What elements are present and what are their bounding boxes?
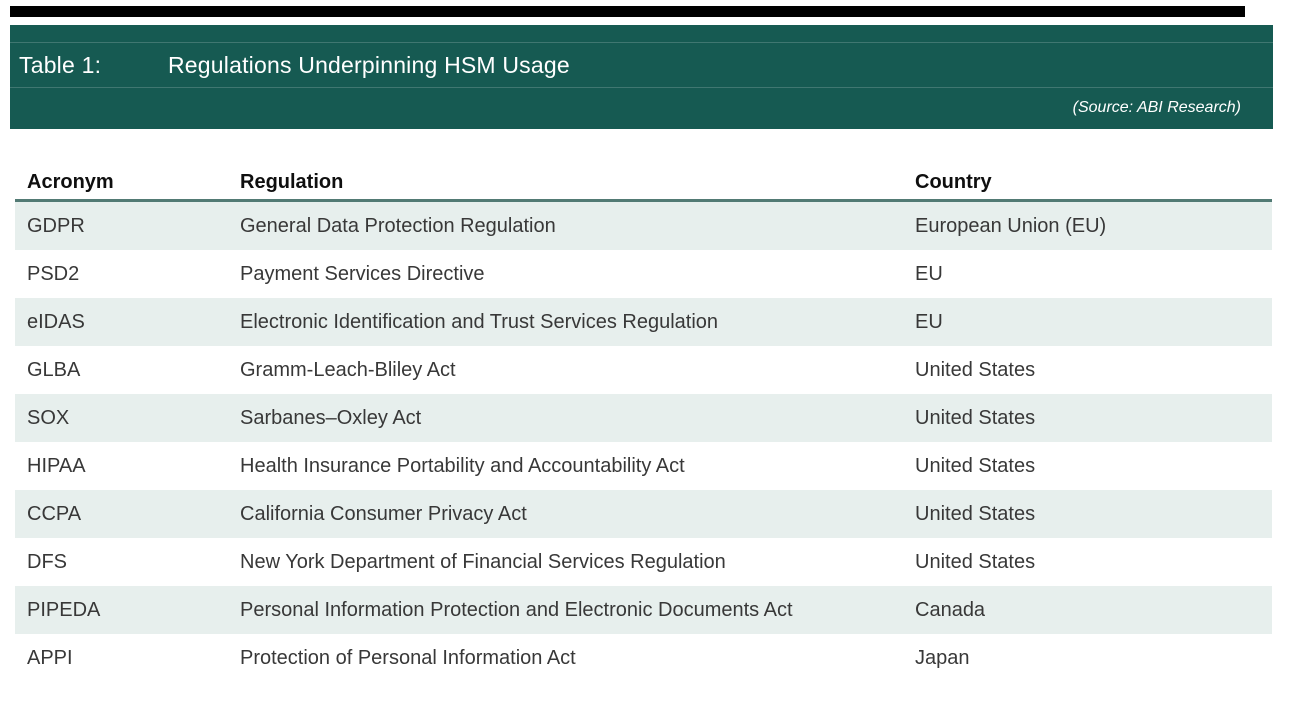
regulations-table: Acronym Regulation Country GDPR General … bbox=[15, 166, 1272, 682]
table-row: eIDAS Electronic Identification and Trus… bbox=[15, 298, 1272, 346]
column-header-acronym: Acronym bbox=[27, 171, 114, 193]
cell-country: United States bbox=[915, 550, 1036, 573]
source-credit: (Source: ABI Research) bbox=[1072, 99, 1241, 116]
cell-regulation: California Consumer Privacy Act bbox=[240, 502, 527, 525]
band-source-row: (Source: ABI Research) bbox=[10, 88, 1273, 128]
table-number-label: Table 1: bbox=[19, 51, 102, 78]
table-row: DFS New York Department of Financial Ser… bbox=[15, 538, 1272, 586]
cell-regulation: General Data Protection Regulation bbox=[240, 214, 556, 237]
cell-acronym: SOX bbox=[27, 406, 70, 429]
table-row: SOX Sarbanes–Oxley Act United States bbox=[15, 394, 1272, 442]
table-row: CCPA California Consumer Privacy Act Uni… bbox=[15, 490, 1272, 538]
cell-regulation: Electronic Identification and Trust Serv… bbox=[240, 310, 719, 333]
cell-regulation: Personal Information Protection and Elec… bbox=[240, 598, 793, 621]
cell-country: United States bbox=[915, 502, 1036, 525]
cell-country: Canada bbox=[915, 598, 986, 621]
column-header-country: Country bbox=[915, 171, 992, 193]
cell-regulation: Health Insurance Portability and Account… bbox=[240, 454, 685, 477]
cell-regulation: Sarbanes–Oxley Act bbox=[240, 406, 422, 429]
table-title: Regulations Underpinning HSM Usage bbox=[168, 51, 570, 78]
table-row: HIPAA Health Insurance Portability and A… bbox=[15, 442, 1272, 490]
cell-regulation: Gramm-Leach-Bliley Act bbox=[240, 358, 456, 381]
cell-country: United States bbox=[915, 454, 1036, 477]
cell-acronym: PSD2 bbox=[27, 262, 80, 285]
band-title-row: Table 1: Regulations Underpinning HSM Us… bbox=[10, 43, 1273, 88]
table-row: APPI Protection of Personal Information … bbox=[15, 634, 1272, 682]
table-body: GDPR General Data Protection Regulation … bbox=[15, 202, 1272, 682]
cell-acronym: GDPR bbox=[27, 214, 85, 237]
table-row: PIPEDA Personal Information Protection a… bbox=[15, 586, 1272, 634]
cell-acronym: PIPEDA bbox=[27, 598, 101, 621]
cell-regulation: New York Department of Financial Service… bbox=[240, 550, 726, 573]
column-header-regulation: Regulation bbox=[240, 171, 344, 193]
cell-country: Japan bbox=[915, 646, 970, 669]
cell-acronym: APPI bbox=[27, 646, 73, 669]
cell-acronym: DFS bbox=[27, 550, 67, 573]
cell-acronym: eIDAS bbox=[27, 310, 85, 333]
table-row: PSD2 Payment Services Directive EU bbox=[15, 250, 1272, 298]
table-row: GDPR General Data Protection Regulation … bbox=[15, 202, 1272, 250]
table-header-row: Acronym Regulation Country bbox=[15, 166, 1272, 202]
cell-acronym: GLBA bbox=[27, 358, 81, 381]
table-title-band: Table 1: Regulations Underpinning HSM Us… bbox=[10, 25, 1273, 129]
cell-regulation: Protection of Personal Information Act bbox=[240, 646, 576, 669]
table-row: GLBA Gramm-Leach-Bliley Act United State… bbox=[15, 346, 1272, 394]
cell-regulation: Payment Services Directive bbox=[240, 262, 485, 285]
cell-country: United States bbox=[915, 406, 1036, 429]
cell-country: European Union (EU) bbox=[915, 214, 1107, 237]
band-top-strip bbox=[10, 25, 1273, 43]
cell-country: EU bbox=[915, 310, 943, 333]
top-rule-bar bbox=[10, 6, 1245, 17]
cell-acronym: CCPA bbox=[27, 502, 82, 525]
cell-country: EU bbox=[915, 262, 943, 285]
cell-acronym: HIPAA bbox=[27, 454, 86, 477]
cell-country: United States bbox=[915, 358, 1036, 381]
